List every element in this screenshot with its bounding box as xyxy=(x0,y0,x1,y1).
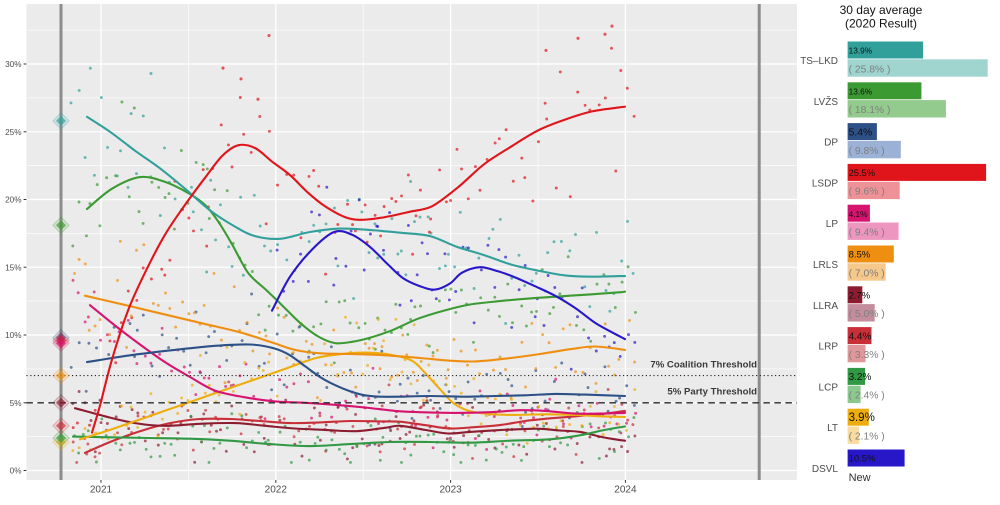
svg-text:2021: 2021 xyxy=(90,485,113,496)
svg-text:LP: LP xyxy=(826,219,839,230)
svg-text:DSVL: DSVL xyxy=(812,464,839,475)
svg-text:5.4%: 5.4% xyxy=(849,127,873,138)
svg-text:( 7.0% ): ( 7.0% ) xyxy=(849,268,885,279)
svg-text:LVŽS: LVŽS xyxy=(814,95,839,108)
svg-text:( 9.4% ): ( 9.4% ) xyxy=(849,228,885,239)
svg-text:( 2.1% ): ( 2.1% ) xyxy=(849,432,885,443)
svg-text:25.5%: 25.5% xyxy=(849,168,875,178)
svg-text:2023: 2023 xyxy=(439,485,462,496)
svg-text:( 3.3% ): ( 3.3% ) xyxy=(849,350,885,361)
svg-text:( 5.0% ): ( 5.0% ) xyxy=(849,309,885,320)
svg-text:New: New xyxy=(849,472,871,484)
svg-text:13.9%: 13.9% xyxy=(849,46,873,56)
svg-text:2024: 2024 xyxy=(614,485,637,496)
svg-text:5%: 5% xyxy=(10,399,22,408)
svg-text:DP: DP xyxy=(824,138,838,149)
svg-text:( 25.8% ): ( 25.8% ) xyxy=(849,64,891,75)
svg-text:2022: 2022 xyxy=(265,485,288,496)
svg-text:13.6%: 13.6% xyxy=(849,87,873,97)
svg-text:3.9%: 3.9% xyxy=(849,412,875,424)
svg-text:30 day average: 30 day average xyxy=(840,3,923,17)
svg-text:LRP: LRP xyxy=(819,342,839,353)
svg-text:30%: 30% xyxy=(5,60,21,69)
svg-text:( 9.8% ): ( 9.8% ) xyxy=(849,146,885,157)
svg-text:5% Party Threshold: 5% Party Threshold xyxy=(667,387,757,398)
svg-text:4.4%: 4.4% xyxy=(849,331,872,342)
svg-text:10.5%: 10.5% xyxy=(849,454,876,465)
svg-text:7% Coalition Threshold: 7% Coalition Threshold xyxy=(650,359,757,370)
svg-text:LLRA: LLRA xyxy=(813,301,838,312)
svg-text:LCP: LCP xyxy=(819,382,839,393)
svg-text:( 9.6% ): ( 9.6% ) xyxy=(849,187,885,198)
svg-text:( 18.1% ): ( 18.1% ) xyxy=(849,105,891,116)
svg-text:0%: 0% xyxy=(10,467,22,476)
svg-text:LT: LT xyxy=(827,423,838,434)
svg-text:LRLS: LRLS xyxy=(813,260,838,271)
svg-text:TS–LKD: TS–LKD xyxy=(800,56,838,67)
svg-text:10%: 10% xyxy=(5,331,21,340)
svg-text:4.1%: 4.1% xyxy=(849,209,869,219)
svg-text:LSDP: LSDP xyxy=(812,178,838,189)
svg-text:25%: 25% xyxy=(5,128,21,137)
svg-text:15%: 15% xyxy=(5,263,21,272)
svg-text:8.5%: 8.5% xyxy=(849,250,871,261)
svg-text:( 2.4% ): ( 2.4% ) xyxy=(849,391,885,402)
svg-text:20%: 20% xyxy=(5,196,21,205)
svg-text:(2020 Result): (2020 Result) xyxy=(845,17,917,31)
svg-text:3.2%: 3.2% xyxy=(849,372,872,383)
svg-text:2.7%: 2.7% xyxy=(849,291,871,302)
